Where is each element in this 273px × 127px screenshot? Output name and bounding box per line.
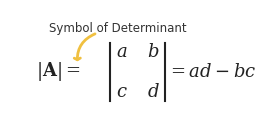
Text: $a$: $a$	[116, 43, 128, 61]
Text: $|\mathbf{A}| =$: $|\mathbf{A}| =$	[36, 60, 81, 83]
Text: $c$: $c$	[116, 83, 128, 100]
Text: $d$: $d$	[147, 83, 160, 100]
Text: Symbol of Determinant: Symbol of Determinant	[49, 22, 186, 35]
Text: $b$: $b$	[147, 43, 160, 61]
Text: $= ad - bc$: $= ad - bc$	[167, 63, 257, 81]
